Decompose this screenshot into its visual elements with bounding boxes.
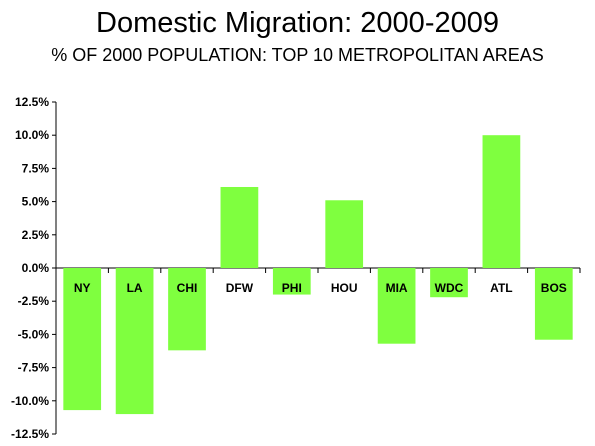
chart-title: Domestic Migration: 2000-2009 xyxy=(96,7,499,39)
axis-layer: 12.5% 10.0% 7.5% 5.0% 2.5% 0.0% -2.5% -5.0% -7.5… xyxy=(11,95,581,441)
chart-subtitle: % OF 2000 POPULATION: TOP 10 METROPOLITA… xyxy=(51,45,544,65)
bar-atl xyxy=(482,135,521,268)
y-tick-label: 7.5% xyxy=(22,161,50,175)
category-label: MIA xyxy=(386,281,408,295)
bar-bos xyxy=(534,268,573,340)
y-tick-label: -10.0% xyxy=(11,394,49,408)
bar-layer xyxy=(63,135,573,415)
category-label: DFW xyxy=(226,281,254,295)
category-label: WDC xyxy=(435,281,464,295)
y-tick-label: 5.0% xyxy=(22,195,50,209)
bar-wdc xyxy=(430,268,468,298)
y-tick-label: -2.5% xyxy=(18,294,50,308)
category-label: HOU xyxy=(331,281,358,295)
category-label: BOS xyxy=(541,281,567,295)
y-tick-label: 10.0% xyxy=(15,128,49,142)
category-label: CHI xyxy=(177,281,198,295)
y-tick-label: 0.0% xyxy=(22,261,50,275)
y-tick-label: -12.5% xyxy=(11,427,49,441)
y-tick-label: 12.5% xyxy=(15,95,49,109)
category-label: LA xyxy=(127,281,143,295)
y-tick-label: -7.5% xyxy=(18,361,50,375)
bar-la xyxy=(115,268,154,415)
bar-hou xyxy=(325,200,364,268)
bar-phi xyxy=(272,268,311,295)
y-tick-label: -5.0% xyxy=(18,327,50,341)
bar-chi xyxy=(168,268,206,351)
category-label: PHI xyxy=(282,281,302,295)
bar-ny xyxy=(63,268,102,411)
category-label-layer: NY LA CHI DFW PHI HOU MIA WDC ATL BOS xyxy=(74,281,567,295)
category-label: NY xyxy=(74,281,91,295)
bar-dfw xyxy=(220,186,259,268)
y-tick-label: 2.5% xyxy=(22,228,50,242)
category-label: ATL xyxy=(490,281,512,295)
bar-mia xyxy=(377,268,416,344)
